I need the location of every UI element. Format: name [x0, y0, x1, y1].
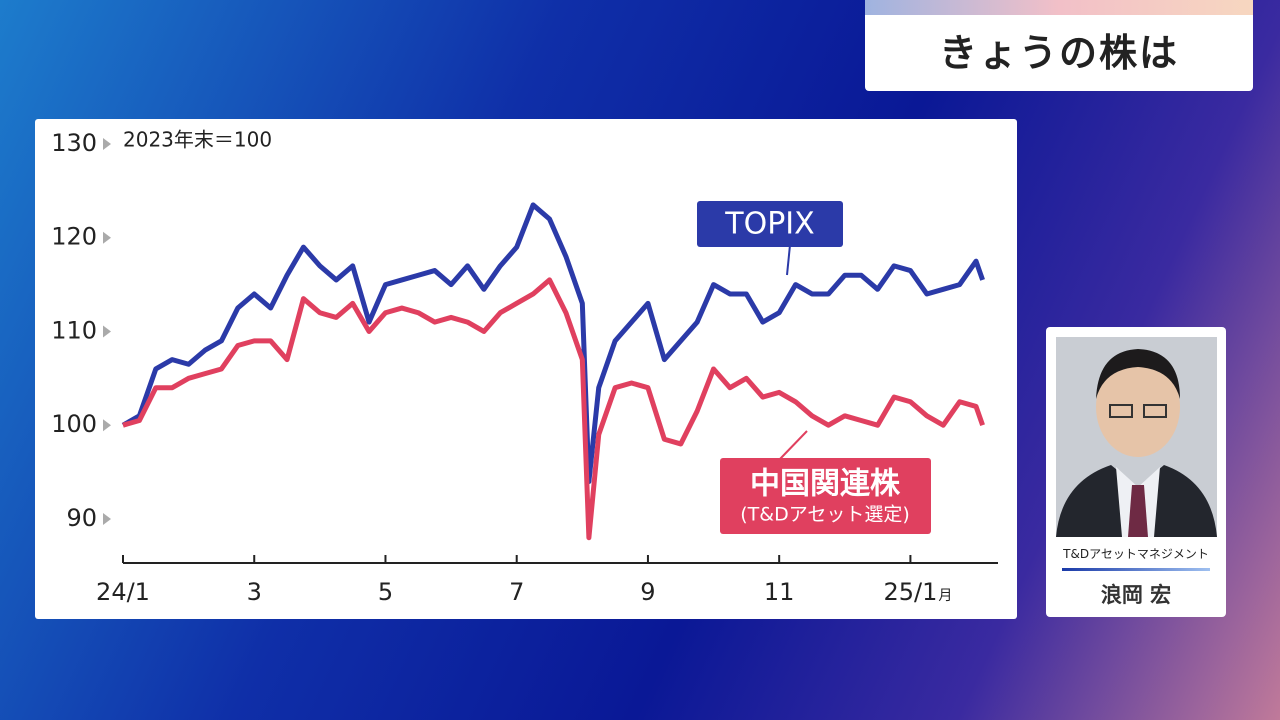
x-tick-label: 9 — [640, 578, 655, 606]
x-tick-label: 11 — [764, 578, 795, 606]
x-tick-label: 25/1 — [883, 578, 937, 606]
header-strip — [865, 0, 1253, 15]
legend-box — [697, 201, 843, 247]
y-tick-mark — [103, 231, 111, 244]
legend-sublabel: (T&Dアセット選定) — [740, 504, 910, 526]
header: きょうの株は — [865, 0, 1253, 91]
y-tick-label: 90 — [66, 504, 97, 532]
divider — [1062, 568, 1210, 571]
x-tick-label: 5 — [378, 578, 393, 606]
avatar — [1056, 349, 1217, 537]
chart: 2023年末＝100 90 100 110 120 130 24/1 3 5 7 9 11 25/1 月… — [35, 119, 1017, 619]
line-series — [122, 277, 985, 541]
y-tick-label: 120 — [51, 223, 97, 251]
legend-label: TOPIX — [724, 207, 814, 242]
guest-name: 浪岡 宏 — [1100, 583, 1172, 607]
y-tick-label: 110 — [51, 316, 97, 344]
y-tick-mark — [103, 512, 111, 525]
header-title: きょうの株は — [938, 31, 1179, 75]
guest-photo — [1056, 337, 1217, 537]
guest-company: T&Dアセットマネジメント — [1063, 547, 1209, 561]
x-unit: 月 — [938, 588, 952, 604]
y-tick-mark — [103, 138, 111, 150]
chart-panel — [35, 119, 1017, 619]
y-tick-mark — [103, 325, 111, 338]
y-tick-mark — [103, 419, 111, 432]
callout-pointer — [786, 244, 791, 276]
line-series — [121, 202, 985, 484]
x-tick-label: 24/1 — [96, 578, 150, 606]
legend-label: 中国関連株 — [750, 467, 901, 502]
x-tick-label: 7 — [509, 578, 524, 606]
guest-card: T&Dアセットマネジメント 浪岡 宏 — [1046, 327, 1226, 617]
y-tick-label: 100 — [51, 410, 97, 438]
x-tick-label: 3 — [247, 578, 262, 606]
y-tick-label: 130 — [51, 129, 97, 157]
unit-note: 2023年末＝100 — [123, 128, 272, 152]
legend-box — [720, 458, 931, 534]
callout-pointer — [779, 430, 808, 460]
